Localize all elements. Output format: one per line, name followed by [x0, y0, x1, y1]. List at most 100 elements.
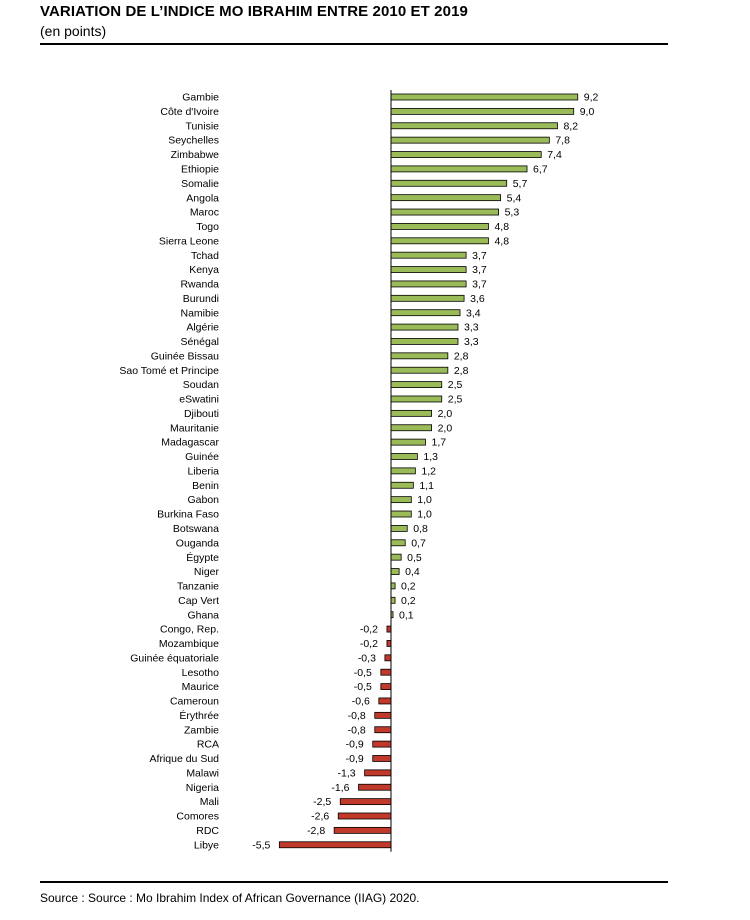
value-label: 3,3: [464, 322, 479, 334]
bar: [372, 740, 392, 748]
category-label: Sierra Leone: [159, 235, 219, 247]
value-label: 3,6: [470, 293, 485, 305]
value-label: -2,5: [313, 796, 331, 808]
value-label: -0,9: [346, 753, 364, 765]
category-label: Guinée équatoriale: [130, 652, 219, 664]
bar: [390, 395, 443, 403]
category-label: Zambie: [184, 724, 219, 736]
bar: [380, 683, 392, 690]
category-label: Gabon: [187, 494, 219, 506]
value-label: 0,2: [401, 595, 416, 607]
category-label: Tanzanie: [177, 581, 219, 593]
bar: [390, 237, 489, 245]
value-label: 7,8: [555, 135, 570, 147]
category-label: Benin: [192, 480, 219, 492]
category-label: Afrique du Sud: [150, 753, 220, 765]
bar: [390, 481, 414, 489]
value-label: -2,6: [311, 811, 329, 823]
category-label: Libye: [194, 839, 219, 851]
bar: [333, 826, 392, 834]
bar: [390, 208, 499, 216]
category-label: Mozambique: [159, 638, 219, 650]
category-label: Ethiopie: [181, 164, 219, 176]
category-label: Burkina Faso: [157, 509, 219, 521]
bar: [374, 726, 392, 734]
value-label: 0,1: [399, 609, 414, 621]
value-label: 3,7: [472, 264, 487, 276]
bar: [390, 553, 402, 561]
value-label: 5,3: [505, 207, 520, 219]
category-label: Zimbabwe: [171, 149, 220, 161]
bar: [390, 424, 432, 432]
bar: [390, 136, 550, 144]
value-label: 2,8: [454, 365, 469, 377]
category-label: Cap Vert: [178, 595, 219, 607]
bar: [390, 496, 412, 504]
value-label: -0,9: [346, 739, 364, 751]
bar: [390, 266, 467, 273]
value-label: -2,8: [307, 825, 325, 837]
category-label: Mali: [200, 796, 219, 808]
bar: [390, 438, 426, 446]
category-label: Rwanda: [180, 279, 219, 291]
bar: [390, 366, 449, 374]
value-label: -0,3: [358, 652, 376, 664]
value-label: 4,8: [494, 221, 509, 233]
value-label: 1,0: [417, 509, 432, 521]
bottom-rule: [40, 881, 668, 883]
bar: [378, 697, 392, 705]
value-label: 0,2: [401, 581, 416, 593]
value-label: 5,7: [513, 178, 528, 190]
value-label: 3,7: [472, 250, 487, 262]
bar: [390, 467, 416, 475]
value-label: 1,3: [423, 451, 438, 463]
value-label: -0,2: [360, 624, 378, 636]
category-label: Mauritanie: [170, 422, 219, 434]
category-label: Égypte: [186, 551, 219, 564]
category-label: Guinée: [185, 451, 219, 463]
bar: [390, 510, 412, 518]
category-label: Maroc: [190, 207, 219, 219]
bar: [390, 93, 579, 101]
category-label: Sénégal: [180, 336, 219, 348]
bar: [390, 251, 467, 259]
bar: [278, 841, 392, 849]
value-label: 0,4: [405, 566, 420, 578]
value-label: -0,8: [348, 710, 366, 722]
top-rule: [40, 43, 668, 45]
bar: [390, 107, 575, 115]
bar: [374, 711, 392, 719]
bar: [364, 769, 392, 777]
value-label: 1,7: [432, 437, 447, 449]
value-label: 0,7: [411, 537, 426, 549]
bar: [386, 625, 392, 633]
bar: [390, 194, 502, 202]
chart-subtitle: (en points): [40, 23, 107, 39]
category-label: Guinée Bissau: [151, 350, 219, 362]
value-label: -0,6: [352, 696, 370, 708]
category-label: RDC: [196, 825, 219, 837]
value-label: 0,5: [407, 552, 422, 564]
bar: [358, 783, 392, 791]
bar: [390, 122, 558, 130]
category-label: Namibie: [180, 307, 219, 319]
source-note: Source : Source : Mo Ibrahim Index of Af…: [40, 891, 420, 905]
bar: [337, 812, 392, 820]
bar: [384, 654, 392, 662]
value-label: 2,0: [438, 408, 453, 420]
category-label: Érythrée: [179, 709, 219, 722]
value-label: 8,2: [563, 120, 578, 132]
category-label: Botswana: [173, 523, 219, 535]
value-label: 2,0: [438, 422, 453, 434]
value-label: 1,2: [421, 465, 436, 477]
value-label: 5,4: [507, 192, 522, 204]
bar: [390, 309, 461, 317]
bar: [386, 640, 392, 647]
value-label: -1,3: [338, 767, 356, 779]
category-label: Kenya: [189, 264, 219, 276]
category-label: Nigeria: [186, 782, 219, 794]
value-label: -5,5: [252, 839, 270, 851]
category-label: Lesotho: [182, 667, 220, 679]
value-label: -0,2: [360, 638, 378, 650]
category-label: Tunisie: [186, 120, 220, 132]
